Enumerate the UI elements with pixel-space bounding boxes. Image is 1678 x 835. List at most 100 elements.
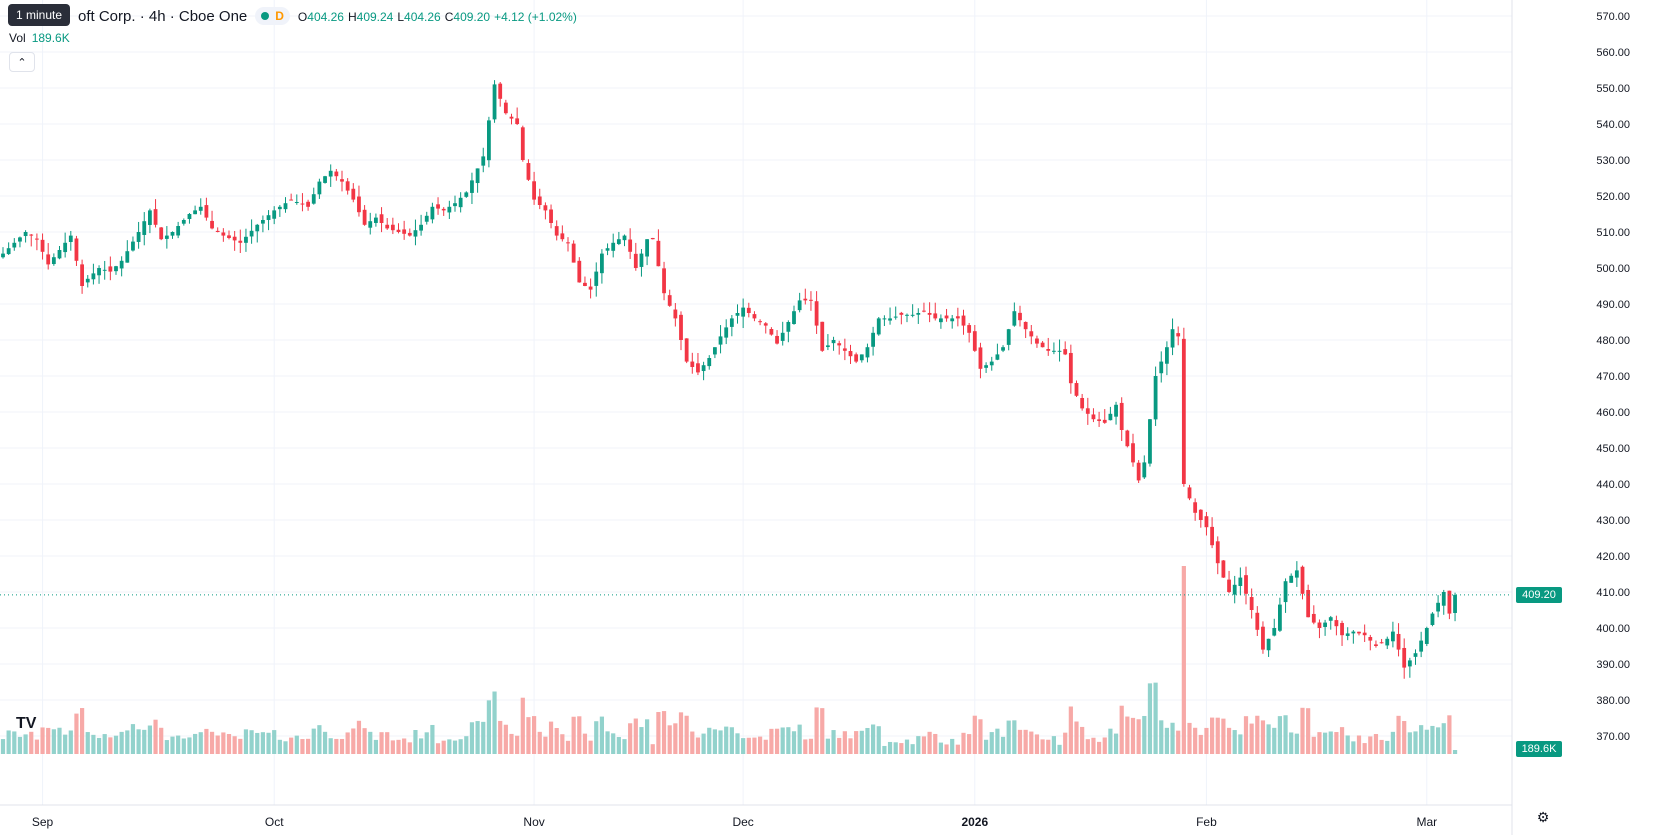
volume-bar [498, 720, 503, 754]
volume-bar [1176, 730, 1181, 754]
volume-bar [1351, 741, 1356, 754]
candle-body [1181, 338, 1186, 484]
candle-body [939, 318, 943, 323]
volume-bar [605, 731, 610, 754]
candle-body [1424, 628, 1429, 644]
candle-body [1198, 509, 1203, 520]
candle-body [1244, 575, 1248, 594]
volume-bar [306, 738, 311, 754]
candle-body [1040, 342, 1045, 348]
volume-bar [995, 728, 1000, 754]
candle-body [752, 314, 757, 319]
candle-body [1430, 613, 1435, 625]
y-tick-label: 480.00 [1596, 335, 1630, 347]
candle-body [583, 282, 587, 286]
volume-bar [119, 731, 124, 754]
candle-body [311, 194, 316, 204]
candle-body [549, 209, 553, 223]
candle-body [1232, 584, 1237, 595]
candle-body [633, 253, 638, 268]
candle-body [436, 204, 440, 209]
time-axis: Sep Oct Nov Dec 2026 Feb Mar [0, 804, 1512, 829]
volume-bar [1311, 736, 1316, 754]
volume-bar [413, 730, 418, 754]
candle-body [46, 254, 51, 265]
volume-bar [215, 735, 220, 754]
volume-bar [1136, 719, 1141, 754]
candle-body [1029, 331, 1034, 337]
candle-body [876, 318, 881, 335]
candle-body [831, 340, 836, 344]
volume-bar [1407, 732, 1412, 754]
volume-bar [1221, 718, 1226, 754]
candle-body [57, 250, 62, 259]
candle-body [193, 210, 197, 215]
candle-body [905, 314, 909, 316]
volume-bar [368, 731, 373, 754]
candle-body [944, 315, 949, 319]
candle-body [1340, 622, 1344, 636]
candle-body [560, 233, 565, 240]
candle-body [662, 268, 666, 294]
volume-bar [1164, 727, 1169, 754]
candle-body [441, 208, 446, 211]
candle-body [63, 242, 68, 253]
volume-bar [51, 729, 56, 754]
candle-body [300, 203, 305, 205]
x-tick-label: Oct [265, 815, 284, 829]
candle-body [1413, 653, 1418, 657]
candle-body [696, 363, 700, 373]
symbol-title[interactable]: oft Corp. · 4h · Cboe One [78, 7, 248, 25]
volume-bar [916, 736, 921, 754]
volume-bar [1323, 732, 1328, 754]
candle-body [187, 214, 192, 220]
chevron-up-icon[interactable]: ⌃ [9, 52, 35, 72]
candle-body [261, 220, 265, 224]
candle-body [125, 251, 130, 263]
candle-body [1278, 604, 1282, 631]
volume-bar [515, 735, 520, 754]
candle-body [374, 217, 378, 223]
volume-bar [921, 736, 927, 754]
last-volume-tag: 189.6K [1516, 741, 1562, 757]
tradingview-logo-icon[interactable]: TV [16, 715, 37, 732]
volume-bar [1029, 731, 1034, 754]
volume-bar [147, 725, 152, 754]
volume-bar [797, 724, 802, 754]
candle-body [865, 347, 870, 358]
volume-bar [842, 731, 847, 754]
market-status[interactable]: D [255, 7, 290, 25]
volume-bar [825, 738, 830, 754]
candle-body [114, 266, 118, 272]
volume-bar [808, 738, 814, 754]
volume-bar [40, 727, 45, 754]
volume-bar [1091, 737, 1096, 754]
candle-body [1311, 613, 1316, 623]
volume-bar [560, 734, 565, 754]
candle-body [707, 358, 712, 367]
candle-body [809, 299, 813, 301]
candle-body [23, 232, 28, 237]
volume-bar [255, 732, 260, 754]
volume-bar [786, 727, 791, 754]
volume-bar [1249, 723, 1254, 754]
volume-bar [130, 724, 136, 754]
last-price-tag: 409.20 [1516, 586, 1562, 603]
volume-bar [1159, 720, 1164, 754]
volume-bar [673, 723, 678, 754]
candle-body [294, 202, 299, 203]
candle-body [503, 102, 508, 114]
volume-bar [1385, 740, 1390, 754]
volume-bar [695, 737, 701, 754]
candle-body [622, 235, 627, 241]
candle-body [916, 313, 921, 315]
candle-body [594, 271, 599, 286]
candle-body [1046, 349, 1051, 351]
candle-body [690, 361, 695, 367]
gear-icon[interactable]: ⚙ [1536, 809, 1550, 825]
volume-bar [554, 728, 559, 754]
candle-body [1159, 361, 1164, 374]
volume-bar [17, 736, 23, 754]
candle-body [780, 332, 785, 341]
